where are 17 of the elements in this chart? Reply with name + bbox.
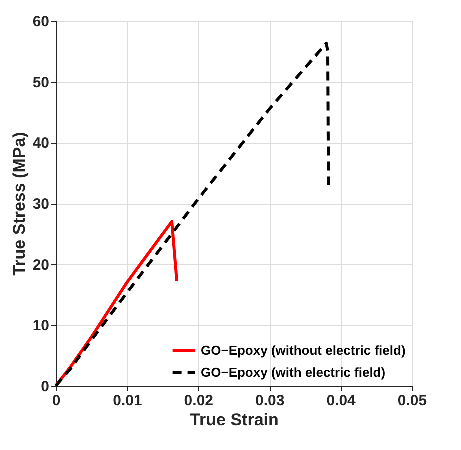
x-axis-title: True Strain — [190, 410, 279, 430]
y-tick-label: 20 — [32, 256, 50, 274]
y-tick-label: 0 — [41, 378, 50, 396]
x-tick-label: 0 — [52, 392, 61, 410]
legend-label: GO−Epoxy (without electric field) — [201, 343, 406, 358]
x-tick-label: 0.04 — [326, 392, 357, 410]
y-tick-label: 10 — [32, 318, 50, 335]
y-tick-label: 40 — [32, 135, 50, 152]
y-tick-label: 60 — [32, 14, 50, 30]
legend-label: GO−Epoxy (with electric field) — [201, 365, 386, 380]
x-tick-label: 0.01 — [113, 392, 142, 410]
y-tick-label: 50 — [32, 74, 50, 92]
y-tick-label: 30 — [32, 196, 50, 213]
x-tick-label: 0.03 — [256, 392, 285, 410]
y-axis-title: True Stress (MPa) — [10, 132, 29, 276]
x-tick-label: 0.02 — [184, 392, 214, 410]
x-tick-label: 0.05 — [398, 392, 428, 410]
